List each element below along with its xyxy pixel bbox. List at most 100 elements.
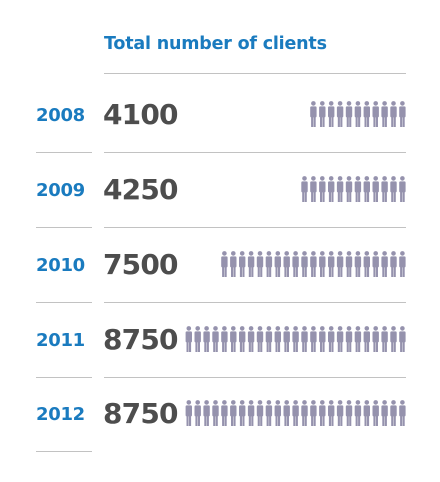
person-icon	[363, 326, 370, 352]
person-icon	[310, 176, 317, 202]
person-icon	[381, 101, 388, 127]
person-icon	[336, 251, 344, 277]
person-icon	[230, 400, 237, 426]
person-icon	[319, 101, 326, 127]
person-icon	[372, 400, 379, 426]
person-icon	[292, 400, 299, 426]
person-icon	[319, 326, 326, 352]
person-icon	[336, 101, 344, 127]
person-icon	[239, 400, 246, 426]
person-icon	[390, 101, 397, 127]
year-label: 2012	[36, 404, 85, 425]
row-divider-left	[36, 227, 92, 228]
person-icons-row	[185, 400, 406, 426]
client-count: 4250	[103, 173, 179, 206]
person-icon	[301, 251, 308, 277]
person-icon	[212, 400, 219, 426]
person-icon	[345, 176, 353, 202]
person-icon	[381, 176, 388, 202]
person-icon	[230, 326, 237, 352]
person-icon	[328, 101, 335, 127]
person-icon	[283, 400, 290, 426]
row-divider-left	[36, 302, 92, 303]
person-icon	[221, 326, 228, 352]
person-icon	[345, 400, 353, 426]
person-icon	[363, 400, 370, 426]
client-count: 8750	[103, 397, 179, 430]
person-icon	[399, 400, 406, 426]
person-icon	[345, 101, 353, 127]
person-icon	[345, 326, 353, 352]
year-label: 2008	[36, 105, 85, 126]
chart-title: Total number of clients	[104, 34, 327, 54]
title-rule	[104, 73, 406, 74]
person-icon	[274, 400, 281, 426]
person-icon	[381, 326, 388, 352]
person-icon	[328, 326, 335, 352]
person-icon	[310, 400, 317, 426]
person-icon	[310, 101, 317, 127]
client-count: 4100	[103, 98, 179, 131]
person-icon	[292, 326, 299, 352]
person-icon	[372, 101, 379, 127]
row-divider-left	[36, 377, 92, 378]
client-count: 8750	[103, 323, 179, 356]
person-icon	[399, 251, 406, 277]
row-divider-right	[104, 227, 406, 228]
person-icon	[381, 400, 388, 426]
person-icon	[247, 400, 255, 426]
person-icon	[354, 400, 362, 426]
person-icon	[354, 326, 362, 352]
person-icons-row	[301, 176, 406, 202]
person-icon	[239, 326, 246, 352]
person-icon	[381, 251, 388, 277]
person-icon	[363, 176, 370, 202]
person-icon	[194, 400, 201, 426]
person-icon	[363, 251, 370, 277]
person-icon	[319, 400, 326, 426]
person-icon	[203, 400, 210, 426]
person-icon	[256, 400, 264, 426]
person-icon	[283, 251, 290, 277]
person-icon	[230, 251, 237, 277]
person-icon	[336, 400, 344, 426]
person-icon	[336, 326, 344, 352]
person-icon	[399, 326, 406, 352]
person-icon	[212, 326, 219, 352]
person-icon	[390, 251, 397, 277]
person-icon	[221, 251, 228, 277]
person-icon	[194, 326, 201, 352]
person-icon	[372, 326, 379, 352]
person-icon	[319, 251, 326, 277]
person-icon	[256, 251, 264, 277]
person-icon	[274, 326, 281, 352]
person-icon	[301, 400, 308, 426]
person-icon	[390, 176, 397, 202]
person-icon	[310, 251, 317, 277]
person-icons-row	[185, 326, 406, 352]
person-icon	[354, 251, 362, 277]
person-icon	[354, 176, 362, 202]
person-icon	[301, 326, 308, 352]
person-icons-row	[221, 251, 406, 277]
person-icon	[372, 251, 379, 277]
row-divider-right	[104, 302, 406, 303]
person-icon	[274, 251, 281, 277]
person-icon	[247, 326, 255, 352]
row-divider-left	[36, 152, 92, 153]
person-icon	[399, 176, 406, 202]
person-icon	[239, 251, 246, 277]
person-icon	[328, 176, 335, 202]
row-divider-right	[104, 377, 406, 378]
person-icon	[390, 400, 397, 426]
person-icon	[221, 400, 228, 426]
person-icon	[301, 176, 308, 202]
person-icon	[185, 400, 192, 426]
person-icon	[185, 326, 192, 352]
person-icon	[319, 176, 326, 202]
person-icon	[336, 176, 344, 202]
person-icon	[203, 326, 210, 352]
person-icon	[292, 251, 299, 277]
person-icons-row	[310, 101, 406, 127]
client-count: 7500	[103, 248, 179, 281]
